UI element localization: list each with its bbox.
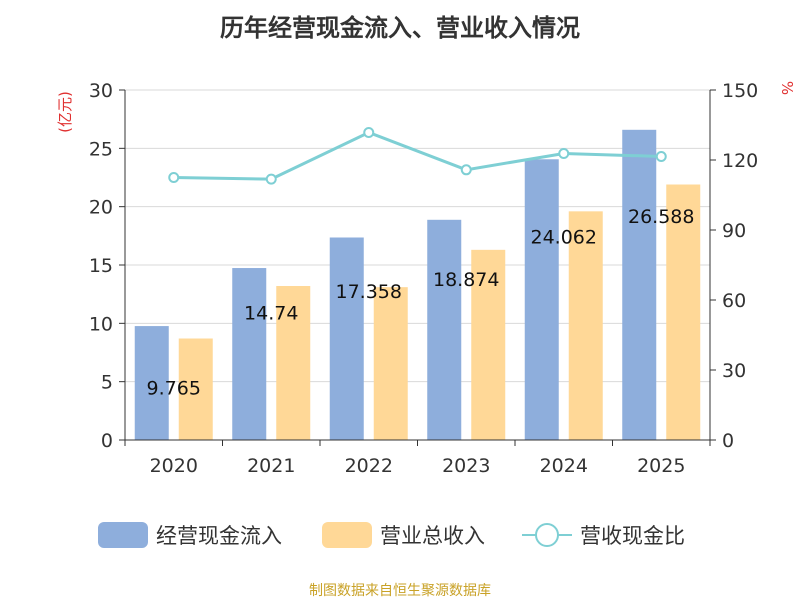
legend-label: 经营现金流入 bbox=[156, 524, 282, 548]
legend-item-ratio[interactable]: 营收现金比 bbox=[522, 523, 685, 548]
cash-inflow-bar bbox=[232, 268, 267, 440]
ratio-point bbox=[655, 151, 667, 162]
revenue-bar bbox=[373, 287, 408, 440]
cash-inflow-value-label: 18.874 bbox=[433, 269, 499, 291]
ratio-point bbox=[363, 126, 375, 138]
left-tick-label: 0 bbox=[101, 430, 113, 452]
legend-item-cash-inflow[interactable]: 经营现金流入 bbox=[98, 522, 282, 548]
legend-label: 营业总收入 bbox=[380, 524, 485, 548]
data-labels: 9.765 14.74 17.358 18.874 24.062 26.588 bbox=[147, 206, 695, 400]
legend-swatch bbox=[98, 522, 148, 548]
legend-marker bbox=[535, 523, 559, 547]
cash-inflow-bar bbox=[329, 237, 364, 440]
left-tick-label: 5 bbox=[101, 372, 113, 394]
x-tick-label: 2023 bbox=[442, 455, 490, 477]
cash-inflow-bar bbox=[134, 326, 169, 440]
ratio-point bbox=[265, 173, 277, 185]
ratio-line-group bbox=[168, 126, 667, 185]
revenue-bar bbox=[178, 338, 213, 440]
revenue-bar bbox=[568, 211, 603, 440]
left-tick-label: 10 bbox=[89, 313, 113, 335]
right-axis-unit: % bbox=[778, 81, 796, 95]
legend-swatch bbox=[322, 522, 372, 548]
right-tick-label: 150 bbox=[722, 80, 758, 102]
ratio-point bbox=[168, 172, 180, 183]
legend[interactable]: 经营现金流入 营业总收入 营收现金比 bbox=[98, 522, 685, 548]
legend-item-revenue[interactable]: 营业总收入 bbox=[322, 522, 485, 548]
right-tick-label: 120 bbox=[722, 150, 758, 172]
left-axis-unit: (亿元) bbox=[56, 91, 74, 133]
data-source-note: 制图数据来自恒生聚源数据库 bbox=[309, 583, 491, 599]
cash-inflow-bar bbox=[622, 129, 657, 440]
x-tick-label: 2025 bbox=[637, 455, 685, 477]
right-tick-label: 0 bbox=[722, 430, 734, 452]
cash-inflow-value-label: 26.588 bbox=[628, 206, 694, 228]
cash-inflow-bar bbox=[427, 219, 462, 440]
ratio-point bbox=[460, 164, 472, 176]
cash-inflow-bar bbox=[524, 159, 559, 440]
revenue-bar bbox=[666, 184, 701, 440]
left-tick-label: 25 bbox=[89, 138, 113, 160]
right-tick-label: 30 bbox=[722, 360, 746, 382]
chart-title: 历年经营现金流入、营业收入情况 bbox=[220, 14, 580, 42]
cash-inflow-value-label: 24.062 bbox=[531, 226, 597, 248]
bars-group bbox=[134, 129, 701, 440]
revenue-bar bbox=[471, 249, 506, 440]
right-tick-label: 60 bbox=[722, 290, 746, 312]
x-tick-label: 2024 bbox=[540, 455, 588, 477]
left-tick-label: 30 bbox=[89, 80, 113, 102]
cash-inflow-value-label: 9.765 bbox=[147, 377, 201, 399]
x-tick-label: 2022 bbox=[345, 455, 393, 477]
gridlines bbox=[125, 89, 710, 383]
ratio-point bbox=[558, 147, 570, 159]
x-tick-label: 2021 bbox=[247, 455, 295, 477]
left-tick-label: 20 bbox=[89, 197, 113, 219]
cash-inflow-value-label: 17.358 bbox=[336, 281, 402, 303]
left-tick-label: 15 bbox=[89, 255, 113, 277]
cash-inflow-value-label: 14.74 bbox=[244, 303, 298, 325]
x-tick-label: 2020 bbox=[150, 455, 198, 477]
legend-label: 营收现金比 bbox=[580, 524, 685, 548]
ratio-line bbox=[173, 130, 662, 181]
revenue-bar bbox=[276, 286, 311, 440]
right-tick-label: 90 bbox=[722, 220, 746, 242]
